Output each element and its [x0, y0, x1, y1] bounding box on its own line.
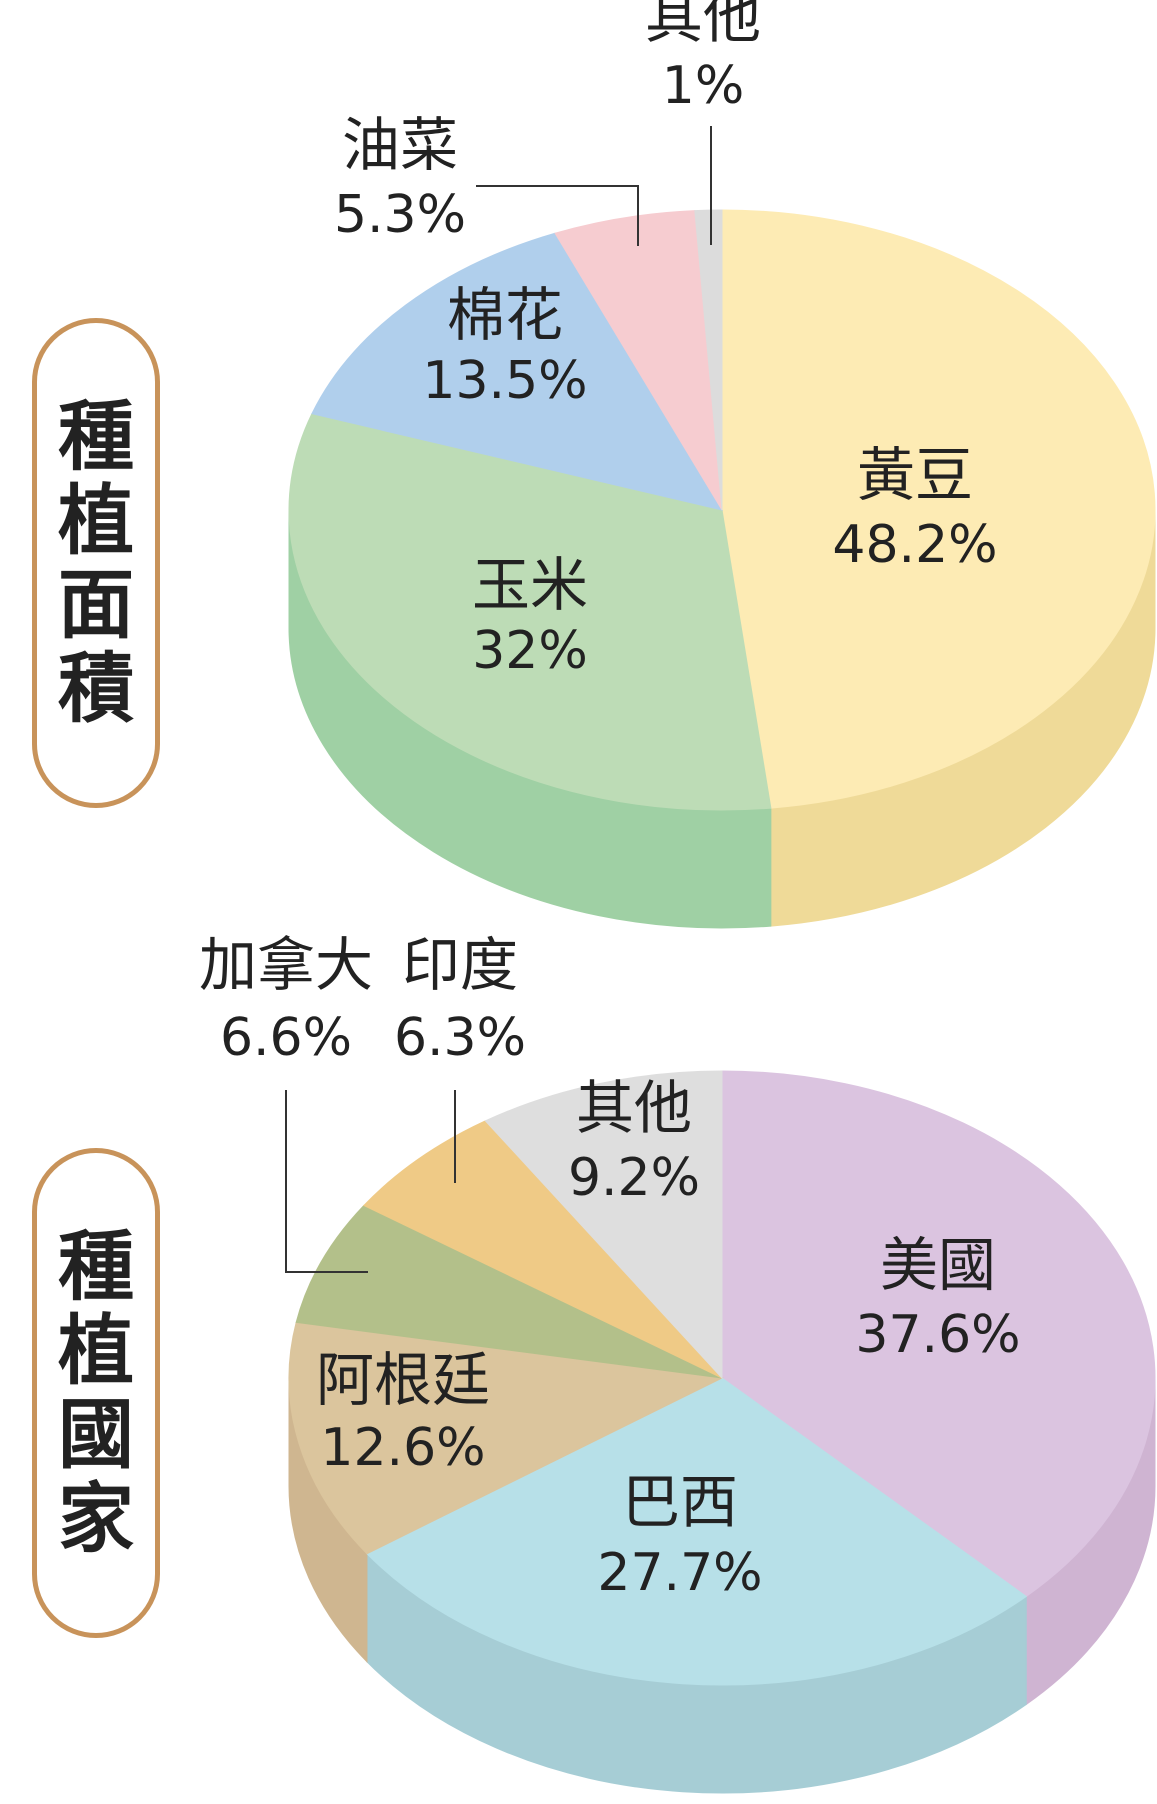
tag-char: 國	[58, 1390, 134, 1479]
tag-char: 種	[58, 392, 134, 481]
slice-value-label: 6.3%	[394, 1008, 526, 1068]
tag-char: 面	[58, 560, 134, 649]
slice-value-label: 48.2%	[832, 515, 997, 575]
pie-slice	[554, 210, 723, 511]
pie-slice	[295, 1204, 723, 1379]
pie-slice	[311, 232, 724, 511]
slice-label: 加拿大	[199, 931, 373, 999]
pie-slice	[721, 209, 1156, 809]
slice-label: 其他	[645, 0, 761, 51]
area-tag: 種 植 面 積	[32, 318, 160, 808]
slice-value-label: 6.6%	[220, 1008, 352, 1068]
slice-value-label: 37.6%	[855, 1305, 1020, 1365]
pie-slice	[484, 1070, 723, 1380]
pie-slice	[721, 1070, 1156, 1598]
slice-label: 棉花	[447, 281, 563, 349]
leader-line	[476, 185, 639, 246]
tag-char: 植	[58, 476, 134, 565]
slice-label: 黃豆	[857, 441, 973, 509]
slice-label: 巴西	[622, 1468, 738, 1536]
slice-value-label: 1%	[662, 56, 745, 116]
pie-slice	[288, 413, 772, 811]
slice-value-label: 9.2%	[568, 1148, 700, 1208]
pie-side	[288, 1377, 1156, 1794]
slice-label: 阿根廷	[316, 1346, 490, 1414]
slice-value-label: 27.7%	[597, 1543, 762, 1603]
tag-char: 積	[58, 644, 134, 733]
tag-char: 種	[58, 1222, 134, 1311]
slice-label: 玉米	[472, 551, 588, 619]
slice-value-label: 32%	[472, 621, 588, 681]
pie-slice	[288, 1321, 724, 1555]
tag-char: 家	[58, 1474, 134, 1563]
tag-char: 植	[58, 1306, 134, 1395]
pie-slice	[694, 209, 723, 511]
slice-value-label: 12.6%	[320, 1418, 485, 1478]
slice-label: 美國	[880, 1231, 996, 1299]
slice-value-label: 13.5%	[422, 351, 587, 411]
slice-value-label: 5.3%	[334, 185, 466, 245]
leader-line	[285, 1090, 368, 1273]
country-tag: 種 植 國 家	[32, 1148, 160, 1638]
pie-slice	[366, 1377, 1028, 1686]
pie-slice	[363, 1120, 723, 1379]
slice-label: 其他	[576, 1074, 692, 1142]
slice-label: 油菜	[342, 111, 458, 179]
slice-label: 印度	[402, 931, 518, 999]
